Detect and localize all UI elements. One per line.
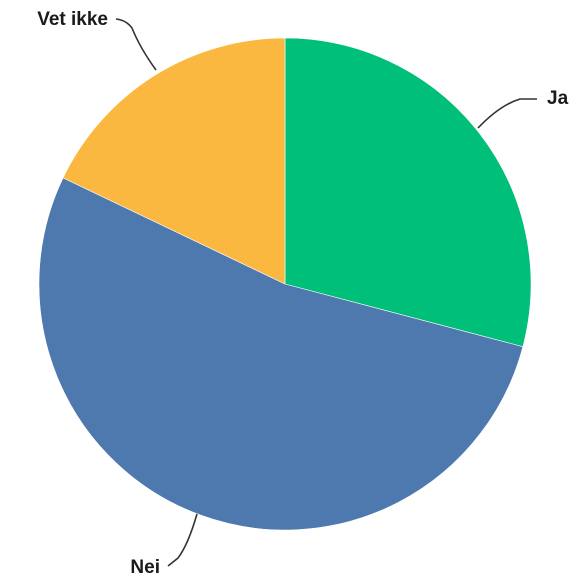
pie-slice-ja — [284, 37, 532, 348]
pie-slices — [38, 37, 532, 531]
slice-label-vet-ikke: Vet ikke — [37, 9, 108, 30]
leader-line-ja — [477, 98, 537, 129]
leader-line-vet-ikke — [115, 18, 157, 71]
leader-lines — [115, 18, 537, 567]
slice-label-ja: Ja — [547, 88, 569, 109]
pie-slice-vet-ikke — [62, 37, 286, 285]
slice-label-nei: Nei — [130, 557, 160, 578]
leader-line-nei — [167, 513, 198, 567]
slice-labels: Ja Nei Vet ikke — [37, 9, 568, 578]
pie-slice-nei — [38, 177, 524, 531]
